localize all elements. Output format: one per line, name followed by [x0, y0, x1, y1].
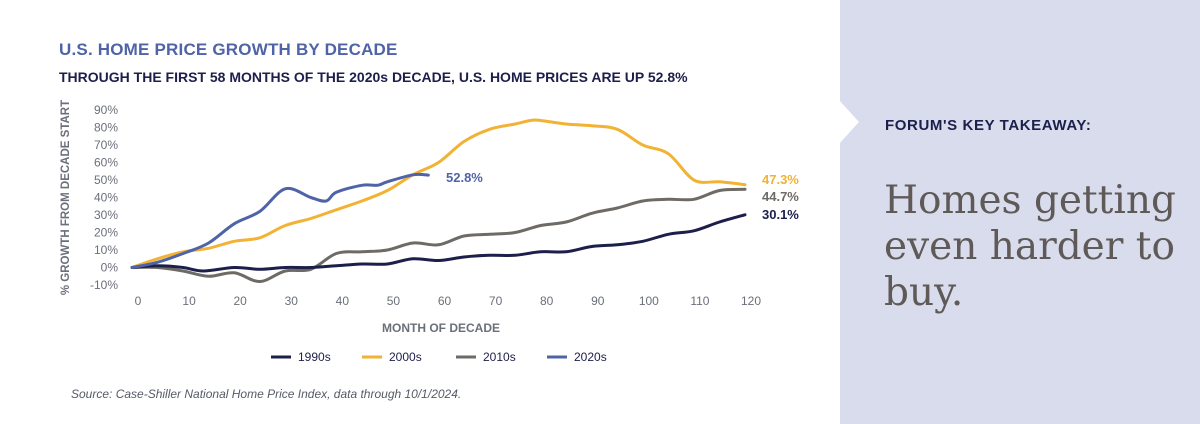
takeaway-panel: FORUM'S KEY TAKEAWAY: Homes getting even… [839, 0, 1200, 424]
x-tick-label: 0 [135, 294, 142, 308]
x-tick-label: 70 [489, 294, 503, 308]
x-tick-label: 120 [741, 294, 761, 308]
end-label-2020s: 52.8% [446, 170, 483, 185]
y-tick-label: 0% [101, 261, 119, 275]
x-tick-label: 100 [639, 294, 659, 308]
panel-notch [839, 100, 859, 144]
source-note: Source: Case-Shiller National Home Price… [71, 387, 462, 401]
y-tick-label: 20% [94, 226, 118, 240]
x-tick-label: 10 [182, 294, 196, 308]
y-tick-label: 80% [94, 121, 118, 135]
takeaway-text: Homes getting even harder to buy. [884, 178, 1176, 315]
x-tick-label: 30 [285, 294, 299, 308]
x-tick-label: 40 [336, 294, 350, 308]
y-tick-label: 70% [94, 138, 118, 152]
x-tick-label: 60 [438, 294, 452, 308]
legend-label-1990s: 1990s [298, 350, 331, 364]
x-tick-label: 110 [690, 294, 709, 308]
x-tick-label: 90 [591, 294, 605, 308]
chart-panel: U.S. HOME PRICE GROWTH BY DECADE THROUGH… [59, 40, 800, 401]
legend-label-2000s: 2000s [389, 350, 422, 364]
y-tick-label: 90% [94, 103, 118, 117]
y-tick-label: 40% [94, 191, 118, 205]
series-line-2020s [130, 172, 430, 269]
end-label-2000s: 47.3% [762, 172, 799, 187]
legend-label-2010s: 2010s [483, 350, 516, 364]
chart-subtitle: THROUGH THE FIRST 58 MONTHS OF THE 2020s… [59, 69, 688, 85]
takeaway-label: FORUM'S KEY TAKEAWAY: [885, 117, 1092, 134]
x-tick-label: 50 [387, 294, 401, 308]
end-label-1990s: 30.1% [762, 207, 799, 222]
legend-label-2020s: 2020s [574, 350, 607, 364]
y-tick-label: 30% [94, 208, 118, 222]
series-line-2000s [130, 118, 747, 269]
y-tick-label: 10% [94, 243, 118, 257]
y-tick-label: -10% [90, 278, 118, 292]
x-tick-label: 20 [233, 294, 247, 308]
series-line-1990s [130, 213, 747, 273]
chart-title: U.S. HOME PRICE GROWTH BY DECADE [59, 40, 398, 59]
x-axis-title: MONTH OF DECADE [382, 321, 500, 335]
y-axis-title: % GROWTH FROM DECADE START [60, 100, 72, 295]
x-tick-label: 80 [540, 294, 554, 308]
line-chart: 90% 80% 70% 60% 50% 40% 30% 20% 10% 0% -10% 0 10 20 30… [60, 100, 799, 364]
series-line-2010s [130, 187, 747, 283]
y-tick-label: 60% [94, 156, 118, 170]
y-tick-label: 50% [94, 173, 118, 187]
end-label-2010s: 44.7% [762, 189, 799, 204]
